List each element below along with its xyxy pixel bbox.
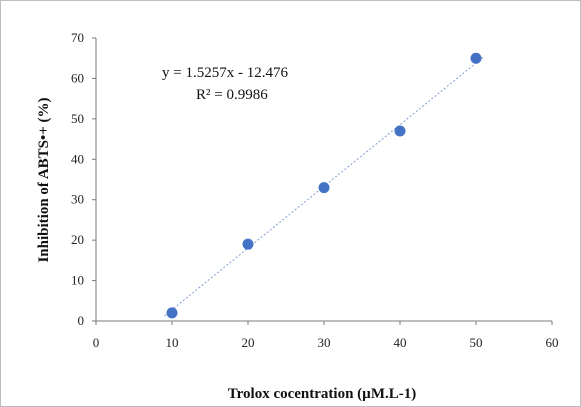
data-point [318,182,330,194]
data-point [242,238,254,250]
x-tick-label: 0 [93,335,100,350]
axes: 0 10 20 30 40 50 60 70 0 10 20 30 40 50 60 [71,30,559,350]
x-tick-label: 50 [470,335,483,350]
y-axis-title: Inhibition of ABTS•+ (%) [36,97,52,262]
x-tick-label: 10 [166,335,179,350]
y-tick-label: 30 [71,192,84,207]
data-points [166,52,482,319]
x-tick-label: 40 [394,335,407,350]
y-tick-label: 10 [71,273,84,288]
y-tick-label: 40 [71,151,84,166]
y-tick-label: 0 [78,313,85,328]
trendline-equation: y = 1.5257x - 12.476 [162,65,288,81]
y-tick-label: 20 [71,232,84,247]
data-point [166,307,178,319]
y-tick-label: 50 [71,111,84,126]
data-point [470,52,482,64]
y-tick-label: 70 [71,30,84,45]
x-axis-title: Trolox cocentration (µM.L-1) [228,386,416,402]
x-tick-label: 20 [242,335,255,350]
y-tick-label: 60 [71,70,84,85]
data-point [394,125,406,137]
r-squared-label: R² = 0.9986 [196,87,268,103]
x-tick-label: 60 [546,335,559,350]
x-tick-label: 30 [318,335,331,350]
